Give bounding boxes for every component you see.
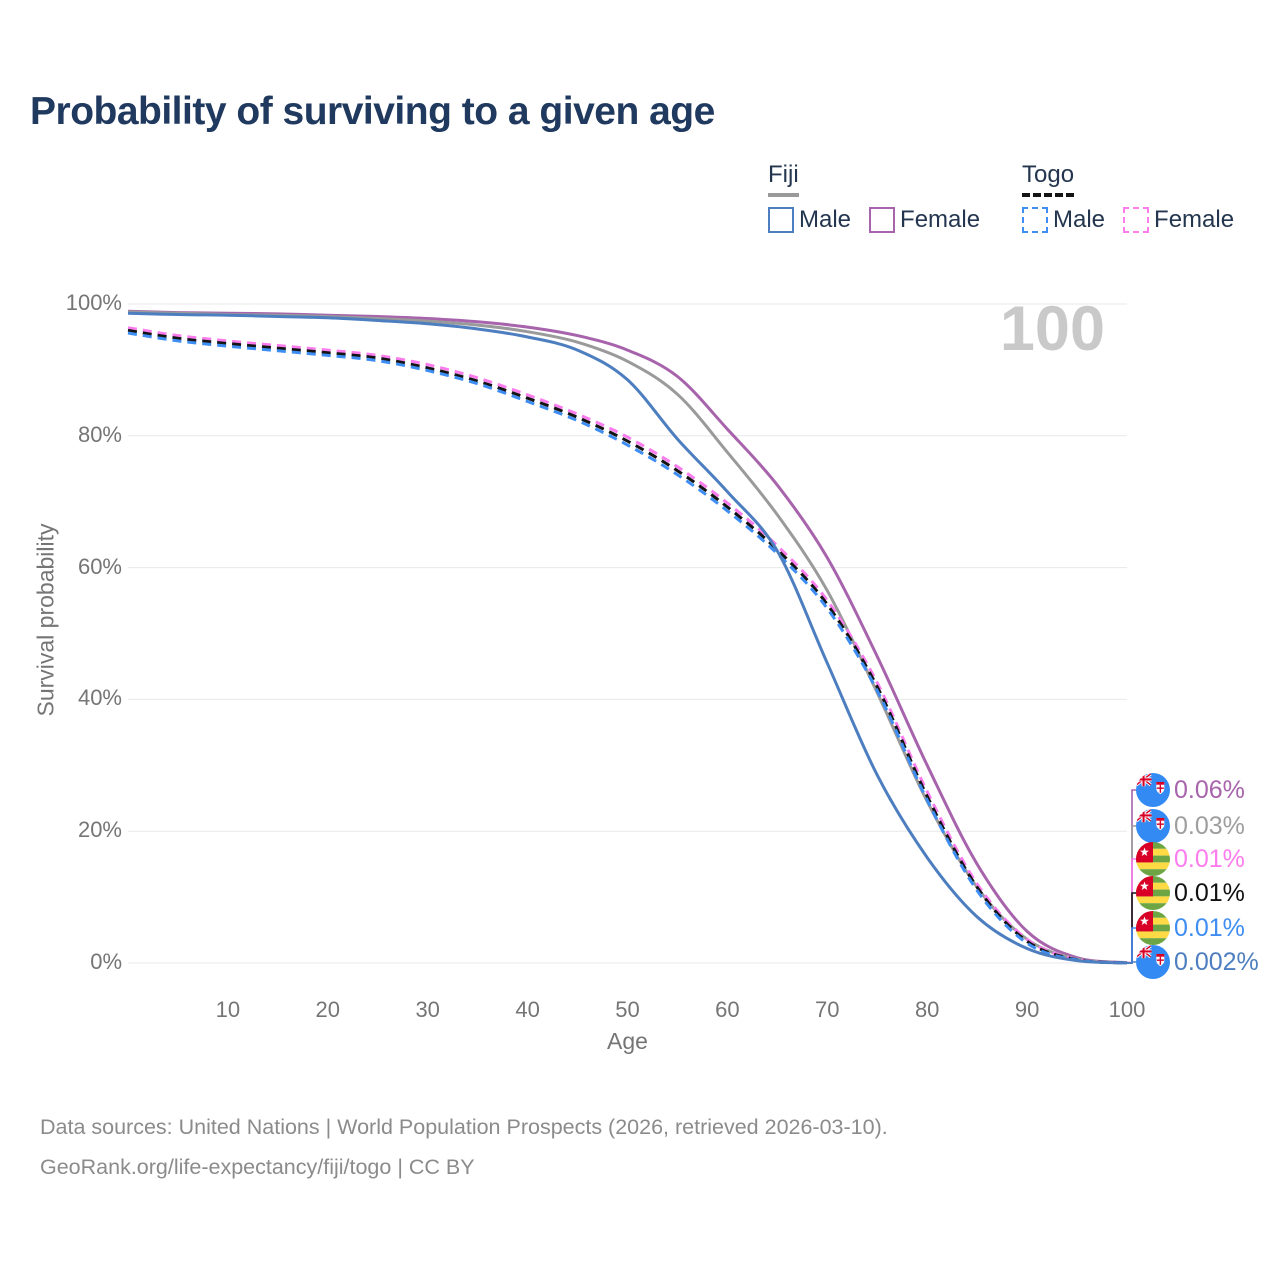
legend-group-togo: Togo Male Female bbox=[1022, 161, 1252, 234]
curve-fiji-female bbox=[127, 309, 1128, 965]
legend-item-fiji-female[interactable]: Female bbox=[869, 206, 980, 234]
x-tick-label-10: 10 bbox=[215, 997, 241, 1022]
x-tick-label-70: 70 bbox=[815, 997, 840, 1022]
end-label-fiji-female: 0.06% bbox=[1136, 773, 1245, 807]
fiji-flag-icon bbox=[1136, 809, 1170, 843]
fiji-flag-icon bbox=[1136, 945, 1170, 979]
footer-data-sources: Data sources: United Nations | World Pop… bbox=[40, 1115, 888, 1139]
curve-fiji-male bbox=[127, 311, 1128, 965]
togo-male-swatch-icon bbox=[1022, 207, 1048, 233]
x-tick-label-90: 90 bbox=[1014, 997, 1040, 1022]
y-tick-label-60: 60% bbox=[77, 553, 122, 579]
legend-label-togo-female: Female bbox=[1154, 206, 1235, 233]
legend-label-fiji-female: Female bbox=[900, 206, 981, 233]
end-label-value: 0.01% bbox=[1174, 844, 1245, 873]
end-label-connector-fiji-male bbox=[1127, 961, 1136, 964]
page-title: Probability of surviving to a given age bbox=[30, 90, 715, 133]
togo-flag-icon bbox=[1136, 911, 1170, 945]
end-label-fiji-male: 0.002% bbox=[1136, 945, 1259, 979]
hover-age-watermark: 100 bbox=[999, 294, 1105, 364]
x-tick-label-30: 30 bbox=[415, 997, 440, 1022]
x-tick-label-100: 100 bbox=[1108, 997, 1146, 1022]
fiji-female-swatch-icon bbox=[869, 207, 896, 233]
x-axis-title: Age bbox=[607, 1028, 648, 1054]
legend-row-fiji: Male Female bbox=[768, 206, 998, 234]
legend-item-togo-female[interactable]: Female bbox=[1123, 206, 1234, 234]
curve-togo-male bbox=[127, 331, 1128, 965]
end-label-connector-togo-male bbox=[1127, 927, 1136, 964]
x-tick-label-50: 50 bbox=[615, 997, 640, 1022]
legend-label-fiji-male: Male bbox=[799, 206, 852, 233]
legend-label-togo-male: Male bbox=[1053, 206, 1106, 233]
x-tick-label-40: 40 bbox=[515, 997, 540, 1022]
togo-flag-icon bbox=[1136, 842, 1170, 876]
end-label-value: 0.06% bbox=[1174, 775, 1245, 804]
legend-group-title-fiji: Fiji bbox=[768, 161, 799, 197]
togo-female-swatch-icon bbox=[1123, 207, 1150, 233]
legend-group-fiji: Fiji Male Female bbox=[768, 161, 998, 234]
end-label-value: 0.002% bbox=[1174, 947, 1259, 976]
end-label-value: 0.01% bbox=[1174, 878, 1245, 907]
end-label-togo-both-sexes: 0.01% bbox=[1136, 876, 1245, 910]
y-tick-label-0: 0% bbox=[90, 949, 122, 974]
legend-item-fiji-male[interactable]: Male bbox=[768, 206, 851, 234]
y-tick-label-20: 20% bbox=[77, 817, 122, 843]
y-tick-label-100: 100% bbox=[65, 290, 122, 315]
fiji-male-swatch-icon bbox=[768, 207, 794, 233]
footer-url-license: GeoRank.org/life-expectancy/fiji/togo | … bbox=[40, 1155, 475, 1179]
togo-flag-icon bbox=[1136, 876, 1170, 910]
x-tick-label-60: 60 bbox=[715, 997, 740, 1022]
end-label-fiji-both-sexes: 0.03% bbox=[1136, 809, 1245, 843]
end-label-value: 0.03% bbox=[1174, 811, 1245, 840]
footer-attribution: Data sources: United Nations | World Pop… bbox=[40, 1107, 888, 1187]
y-tick-label-40: 40% bbox=[77, 685, 122, 711]
x-tick-label-20: 20 bbox=[315, 997, 341, 1022]
curve-togo-both-sexes bbox=[127, 328, 1128, 965]
fiji-flag-icon bbox=[1136, 773, 1170, 807]
end-label-value: 0.01% bbox=[1174, 913, 1245, 942]
end-label-togo-female: 0.01% bbox=[1136, 842, 1245, 876]
end-label-togo-male: 0.01% bbox=[1136, 911, 1245, 945]
legend-group-title-togo: Togo bbox=[1022, 161, 1075, 197]
y-tick-label-80: 80% bbox=[77, 421, 122, 447]
legend-row-togo: Male Female bbox=[1022, 206, 1252, 234]
legend-item-togo-male[interactable]: Male bbox=[1022, 206, 1105, 234]
curve-togo-female bbox=[127, 326, 1128, 965]
x-tick-label-80: 80 bbox=[914, 997, 940, 1022]
